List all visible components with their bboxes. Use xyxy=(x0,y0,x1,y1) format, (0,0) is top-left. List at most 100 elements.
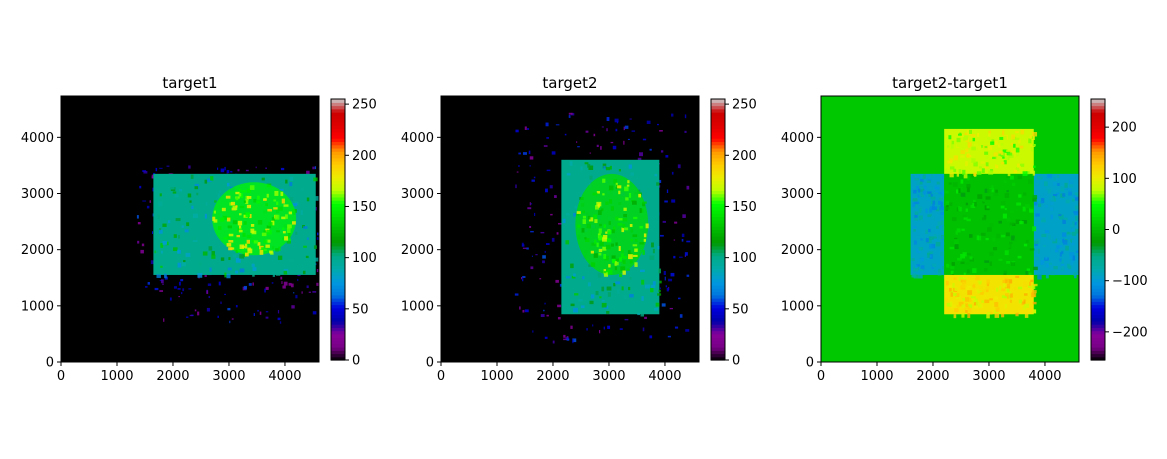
heatmap-speckle xyxy=(649,335,653,339)
heatmap-speckle xyxy=(1019,221,1024,225)
heatmap-speckle xyxy=(273,199,277,202)
heatmap-speckle xyxy=(973,161,978,167)
colorbar-segment xyxy=(331,304,345,309)
heatmap-speckle xyxy=(274,214,280,220)
heatmap-speckle xyxy=(1070,224,1075,228)
colorbar-segment xyxy=(331,187,345,191)
heatmap-speckle xyxy=(631,130,636,132)
colorbar-segment xyxy=(331,330,345,335)
colorbar-segment xyxy=(711,151,725,156)
colorbar-segment xyxy=(1091,203,1105,208)
heatmap-speckle xyxy=(978,281,982,285)
heatmap-speckle xyxy=(1004,193,1010,198)
colorbar-segment xyxy=(331,258,345,263)
heatmap-speckle xyxy=(188,165,191,169)
heatmap-speckle xyxy=(1010,142,1014,146)
heatmap-speckle xyxy=(935,190,940,193)
heatmap-speckle xyxy=(267,208,273,212)
heatmap-speckle xyxy=(1003,135,1007,141)
colorbar-segment xyxy=(331,324,345,328)
heatmap-speckle xyxy=(641,279,645,285)
heatmap-speckle xyxy=(1006,217,1011,222)
heatmap-speckle xyxy=(250,223,255,227)
heatmap-speckle xyxy=(996,152,1000,156)
heatmap-region xyxy=(575,173,649,275)
colorbar-segment xyxy=(1091,102,1105,107)
heatmap-speckle xyxy=(1032,195,1038,200)
colorbar-segment xyxy=(1091,157,1105,162)
colorbar-segment xyxy=(1091,304,1105,309)
heatmap-speckle xyxy=(312,166,315,170)
heatmap-speckle xyxy=(1033,249,1039,254)
heatmap-speckle xyxy=(617,222,623,226)
heatmap-speckle xyxy=(178,249,181,254)
heatmap-speckle xyxy=(1072,221,1075,226)
heatmap-speckle xyxy=(964,297,970,302)
heatmap-speckle xyxy=(1068,191,1073,196)
heatmap-speckle xyxy=(1041,219,1046,223)
y-tick-label: 0 xyxy=(46,356,54,371)
heatmap-speckle xyxy=(151,231,154,234)
colorbar-segment xyxy=(331,333,345,338)
heatmap-speckle xyxy=(969,258,975,262)
heatmap-speckle xyxy=(991,139,995,143)
heatmap-speckle xyxy=(966,269,970,274)
heatmap-image xyxy=(61,96,319,362)
colorbar-segment xyxy=(331,307,345,312)
heatmap-speckle xyxy=(928,228,931,233)
heatmap-speckle xyxy=(1073,211,1079,214)
heatmap-speckle xyxy=(518,152,521,155)
heatmap-speckle xyxy=(960,139,965,142)
heatmap-speckle xyxy=(640,311,645,317)
chart-title: target2-target1 xyxy=(892,74,1008,92)
heatmap-speckle xyxy=(972,199,976,202)
colorbar-segment xyxy=(1091,271,1105,276)
heatmap-speckle xyxy=(1015,275,1020,278)
heatmap-speckle xyxy=(918,258,923,264)
heatmap-speckle xyxy=(984,165,989,169)
heatmap-speckle xyxy=(673,255,676,259)
heatmap-speckle xyxy=(552,340,555,344)
heatmap-speckle xyxy=(657,293,662,296)
heatmap-speckle xyxy=(960,261,965,265)
colorbar-tick-label: 100 xyxy=(352,251,377,266)
heatmap-speckle xyxy=(556,232,559,235)
heatmap-speckle xyxy=(238,213,242,216)
heatmap-speckle xyxy=(266,193,269,198)
heatmap-speckle xyxy=(565,276,571,279)
heatmap-speckle xyxy=(210,176,214,181)
heatmap-speckle xyxy=(598,235,604,241)
heatmap-speckle xyxy=(603,272,609,277)
colorbar-segment xyxy=(1091,284,1105,289)
heatmap-region xyxy=(1033,173,1079,275)
colorbar-segment xyxy=(1091,108,1105,113)
heatmap-speckle xyxy=(285,214,288,219)
x-tick-label: 4000 xyxy=(648,369,681,384)
heatmap-speckle xyxy=(961,228,965,231)
heatmap-speckle xyxy=(985,237,989,241)
heatmap-speckle xyxy=(990,285,995,291)
heatmap-speckle xyxy=(1015,219,1020,224)
heatmap-speckle xyxy=(540,314,545,317)
heatmap-speckle xyxy=(1023,299,1026,304)
heatmap-speckle xyxy=(542,255,546,259)
axes-frame xyxy=(820,95,1080,363)
heatmap-speckle xyxy=(958,206,962,212)
heatmap-speckle xyxy=(1021,301,1025,305)
heatmap-speckle xyxy=(995,164,999,169)
colorbar-segment xyxy=(331,291,345,296)
heatmap-speckle xyxy=(920,238,923,241)
heatmap-speckle xyxy=(962,309,967,313)
heatmap-speckle xyxy=(286,227,291,233)
heatmap-speckle xyxy=(529,202,531,206)
heatmap-speckle xyxy=(586,328,588,331)
heatmap-speckle xyxy=(205,202,208,206)
heatmap-speckle xyxy=(238,189,242,193)
heatmap-speckle xyxy=(939,206,945,211)
heatmap-speckle xyxy=(519,306,521,310)
heatmap-speckle xyxy=(563,334,566,338)
heatmap-speckle xyxy=(185,252,191,257)
heatmap-speckle xyxy=(602,178,606,183)
heatmap-speckle xyxy=(986,313,990,319)
colorbar-segment xyxy=(711,193,725,198)
